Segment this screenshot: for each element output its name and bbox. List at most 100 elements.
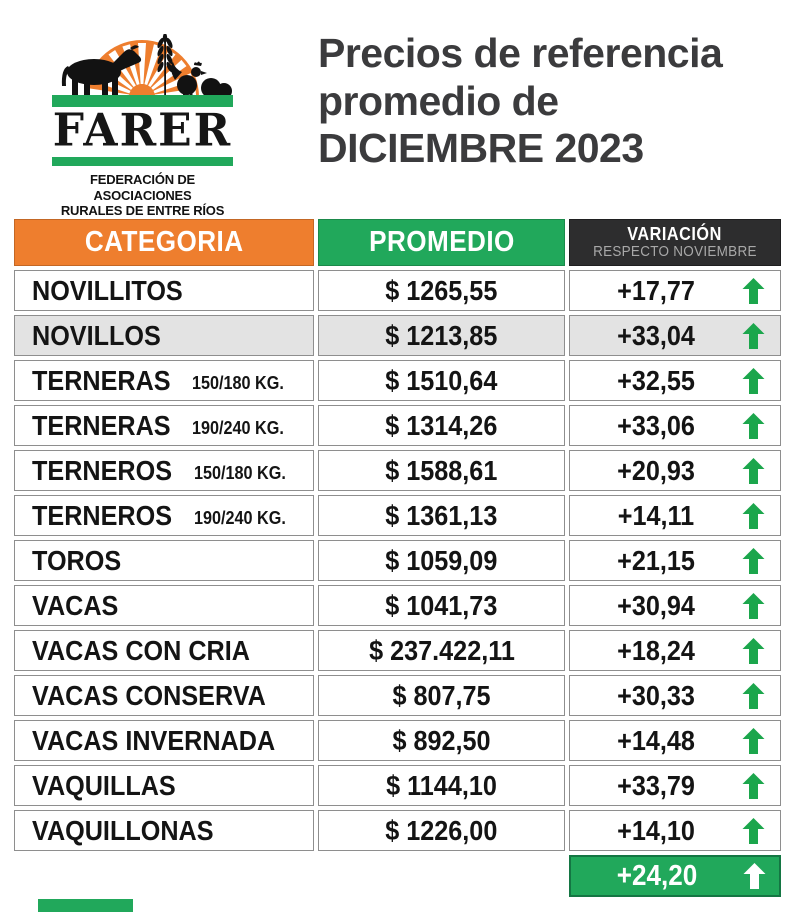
average-price-cell: $ 1265,55 bbox=[318, 270, 565, 311]
category-label: NOVILLOS bbox=[32, 319, 161, 351]
average-price-value: $ 1059,09 bbox=[385, 544, 498, 576]
variation-value: +17,77 bbox=[617, 274, 695, 306]
average-price-cell: $ 1361,13 bbox=[318, 495, 565, 536]
up-arrow-icon bbox=[742, 367, 765, 394]
category-label: TERNERAS bbox=[32, 364, 171, 396]
header-variacion-sublabel: RESPECTO NOVIEMBRE bbox=[593, 243, 757, 261]
wheat-icon bbox=[157, 34, 173, 96]
average-price-value: $ 892,50 bbox=[392, 724, 491, 756]
variation-value: +14,48 bbox=[617, 724, 695, 756]
header-variacion: VARIACIÓN RESPECTO NOVIEMBRE bbox=[569, 219, 781, 266]
logo-divider-bar bbox=[52, 157, 233, 166]
variation-cell: +33,79 bbox=[569, 765, 781, 806]
table-row: VACAS CONSERVA $ 807,75 +30,33 bbox=[14, 675, 781, 716]
up-arrow-icon bbox=[742, 637, 765, 664]
average-price-cell: $ 1144,10 bbox=[318, 765, 565, 806]
weight-range-label: 150/180 KG. bbox=[193, 463, 286, 483]
up-arrow-icon bbox=[742, 547, 765, 574]
variation-value: +33,06 bbox=[617, 409, 695, 441]
up-arrow-icon bbox=[742, 412, 765, 439]
up-arrow-icon bbox=[742, 592, 765, 619]
average-price-value: $ 1226,00 bbox=[385, 814, 498, 846]
category-cell: VAQUILLAS bbox=[14, 765, 314, 806]
logo-green-bar-icon bbox=[52, 95, 233, 107]
sheep-icon bbox=[201, 78, 232, 96]
table-body: NOVILLITOS $ 1265,55 +17,77 NOVILLOS $ 1… bbox=[14, 270, 781, 851]
category-label: VACAS CON CRIA bbox=[32, 634, 250, 666]
variation-cell: +14,11 bbox=[569, 495, 781, 536]
average-price-value: $ 1510,64 bbox=[385, 364, 498, 396]
variation-value: +14,10 bbox=[617, 814, 695, 846]
category-cell: VACAS bbox=[14, 585, 314, 626]
cow-icon bbox=[61, 45, 142, 96]
footer-spacer bbox=[318, 855, 565, 897]
variation-cell: +14,10 bbox=[569, 810, 781, 851]
variation-cell: +30,33 bbox=[569, 675, 781, 716]
variation-value: +18,24 bbox=[617, 634, 695, 666]
table-row: TOROS $ 1059,09 +21,15 bbox=[14, 540, 781, 581]
category-label: VAQUILLAS bbox=[32, 769, 176, 801]
category-cell: TERNERAS 150/180 KG. bbox=[14, 360, 314, 401]
farer-emblem-icon bbox=[52, 34, 233, 107]
variation-value: +33,04 bbox=[617, 319, 695, 351]
table-row: TERNEROS 190/240 KG. $ 1361,13 +14,11 bbox=[14, 495, 781, 536]
variation-cell: +33,04 bbox=[569, 315, 781, 356]
header-categoria-label: CATEGORIA bbox=[84, 226, 244, 258]
table-row: VACAS INVERNADA $ 892,50 +14,48 bbox=[14, 720, 781, 761]
average-price-cell: $ 892,50 bbox=[318, 720, 565, 761]
average-price-cell: $ 1059,09 bbox=[318, 540, 565, 581]
variation-value: +14,11 bbox=[617, 499, 695, 531]
table-row: NOVILLOS $ 1213,85 +33,04 bbox=[14, 315, 781, 356]
table-row: TERNERAS 150/180 KG. $ 1510,64 +32,55 bbox=[14, 360, 781, 401]
header-categoria: CATEGORIA bbox=[14, 219, 314, 266]
up-arrow-icon bbox=[742, 277, 765, 304]
logo-subtitle: FEDERACIÓN DE ASOCIACIONES RURALES DE EN… bbox=[52, 172, 233, 219]
variation-cell: +14,48 bbox=[569, 720, 781, 761]
category-label: VACAS INVERNADA bbox=[32, 724, 276, 756]
category-cell: TERNEROS 190/240 KG. bbox=[14, 495, 314, 536]
average-price-value: $ 1361,13 bbox=[385, 499, 498, 531]
footer-spacer bbox=[14, 855, 314, 897]
variation-cell: +21,15 bbox=[569, 540, 781, 581]
title-line2: promedio de bbox=[318, 77, 559, 124]
title-line1: Precios de referencia bbox=[318, 30, 723, 76]
table-footer-row: +24,20 bbox=[14, 855, 781, 897]
table-row: NOVILLITOS $ 1265,55 +17,77 bbox=[14, 270, 781, 311]
variation-value: +33,79 bbox=[617, 769, 695, 801]
category-cell: VACAS INVERNADA bbox=[14, 720, 314, 761]
category-cell: VAQUILLONAS bbox=[14, 810, 314, 851]
category-cell: VACAS CON CRIA bbox=[14, 630, 314, 671]
logo-wordmark: FARER bbox=[52, 104, 233, 157]
variation-cell: +20,93 bbox=[569, 450, 781, 491]
up-arrow-icon bbox=[742, 502, 765, 529]
page-title: Precios de referencia promedio de DICIEM… bbox=[318, 30, 788, 173]
average-price-cell: $ 1588,61 bbox=[318, 450, 565, 491]
bottom-accent-bar bbox=[38, 899, 133, 912]
variation-value: +30,94 bbox=[617, 589, 695, 621]
average-price-cell: $ 1041,73 bbox=[318, 585, 565, 626]
table-header-row: CATEGORIA PROMEDIO VARIACIÓN RESPECTO NO… bbox=[14, 219, 781, 266]
category-label: TOROS bbox=[32, 544, 122, 576]
average-price-cell: $ 807,75 bbox=[318, 675, 565, 716]
average-price-cell: $ 1314,26 bbox=[318, 405, 565, 446]
up-arrow-icon bbox=[743, 863, 766, 889]
farer-logo: FARER FEDERACIÓN DE ASOCIACIONES RURALES… bbox=[52, 34, 233, 219]
weight-range-label: 190/240 KG. bbox=[193, 508, 286, 528]
table-row: VACAS $ 1041,73 +30,94 bbox=[14, 585, 781, 626]
average-price-cell: $ 1226,00 bbox=[318, 810, 565, 851]
variation-value: +21,15 bbox=[617, 544, 695, 576]
average-price-value: $ 1213,85 bbox=[385, 319, 498, 351]
table-row: VAQUILLONAS $ 1226,00 +14,10 bbox=[14, 810, 781, 851]
average-price-value: $ 1265,55 bbox=[385, 274, 498, 306]
category-label: NOVILLITOS bbox=[32, 274, 183, 306]
category-cell: TOROS bbox=[14, 540, 314, 581]
average-price-value: $ 237.422,11 bbox=[368, 634, 515, 666]
average-price-value: $ 1041,73 bbox=[385, 589, 498, 621]
average-price-cell: $ 1510,64 bbox=[318, 360, 565, 401]
variation-cell: +30,94 bbox=[569, 585, 781, 626]
category-label: TERNEROS bbox=[32, 499, 173, 531]
category-label: TERNEROS bbox=[32, 454, 173, 486]
variation-cell: +17,77 bbox=[569, 270, 781, 311]
variation-value: +30,33 bbox=[617, 679, 695, 711]
table-row: VAQUILLAS $ 1144,10 +33,79 bbox=[14, 765, 781, 806]
